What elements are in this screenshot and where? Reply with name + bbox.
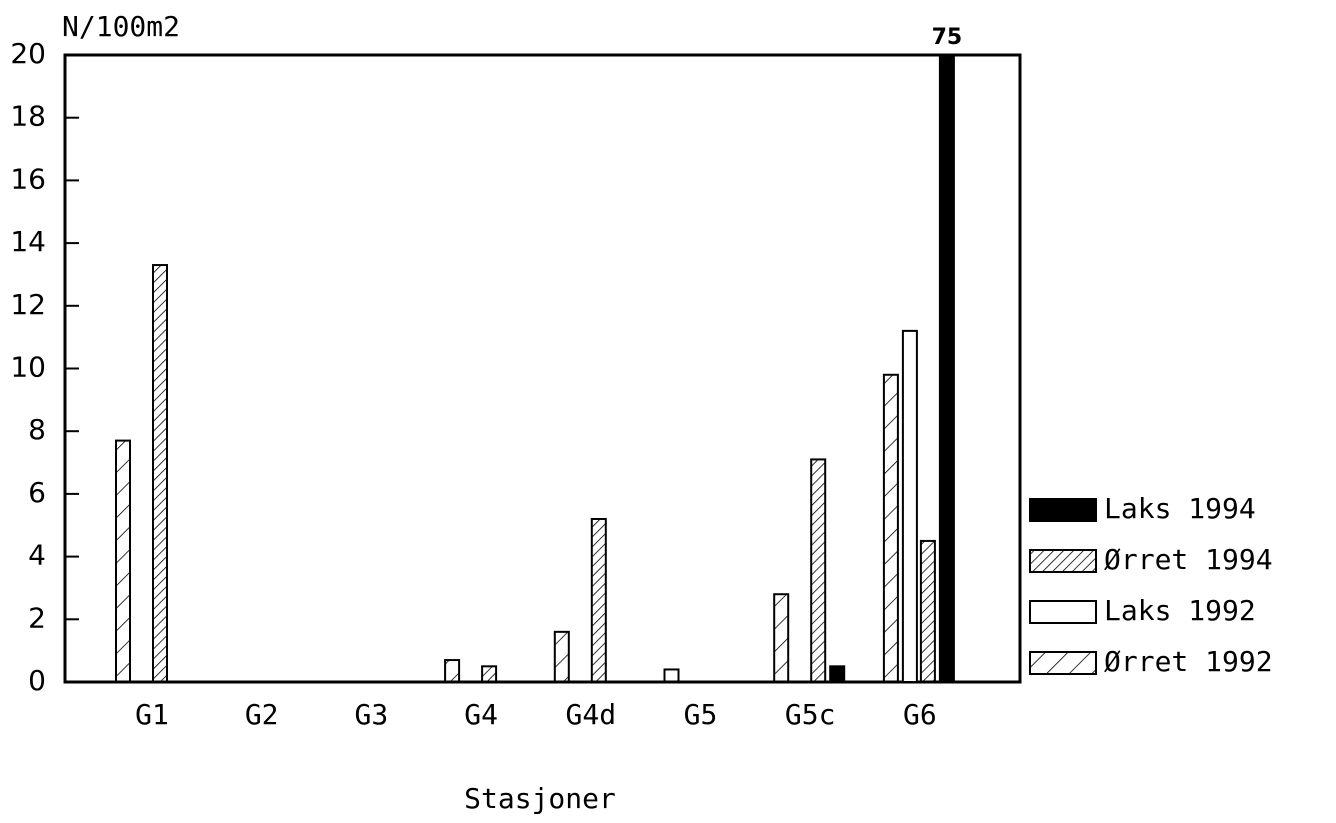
bar [882, 373, 899, 683]
y-tick-label: 8 [28, 413, 46, 446]
legend-label: Laks 1994 [1104, 492, 1256, 525]
legend-swatch [1029, 651, 1097, 675]
plot-frame [63, 53, 1022, 684]
legend-swatch [1029, 498, 1097, 522]
y-tick-label: 6 [28, 476, 46, 509]
y-tick-label: 4 [28, 539, 46, 572]
legend-label: Ørret 1994 [1104, 543, 1273, 576]
x-tick-label: G6 [903, 698, 937, 731]
value-label: 75 [932, 25, 963, 50]
y-tick-label: 18 [10, 100, 46, 133]
y-tick-label: 2 [28, 601, 46, 634]
legend-swatch [1029, 549, 1097, 573]
x-tick-label: G4d [566, 698, 617, 731]
bar [152, 264, 168, 683]
bar [115, 439, 131, 683]
y-axis-label: N/100m2 [62, 10, 180, 43]
bar [901, 329, 918, 683]
bar [481, 665, 498, 683]
x-tick-label: G3 [355, 698, 389, 731]
y-tick-label: 0 [28, 664, 46, 697]
x-tick-label: G4 [464, 698, 498, 731]
bar [773, 593, 790, 683]
bar [919, 539, 936, 683]
x-tick-label: G5 [684, 698, 718, 731]
bar [553, 630, 570, 683]
bar [829, 665, 846, 683]
bar [444, 659, 461, 683]
legend-swatch [1029, 600, 1097, 624]
legend-label: Ørret 1992 [1104, 645, 1273, 678]
y-tick-label: 14 [10, 225, 46, 258]
y-tick-label: 20 [10, 37, 46, 70]
x-tick-label: G5c [785, 698, 836, 731]
bar [810, 458, 827, 683]
bar [663, 668, 680, 683]
bar [590, 517, 607, 683]
y-tick-label: 16 [10, 162, 46, 195]
bar [938, 54, 955, 683]
legend-label: Laks 1992 [1104, 594, 1256, 627]
x-axis-label: Stasjoner [464, 782, 616, 815]
x-tick-label: G2 [245, 698, 279, 731]
y-tick-label: 10 [10, 351, 46, 384]
x-tick-label: G1 [135, 698, 169, 731]
y-tick-label: 12 [10, 288, 46, 321]
